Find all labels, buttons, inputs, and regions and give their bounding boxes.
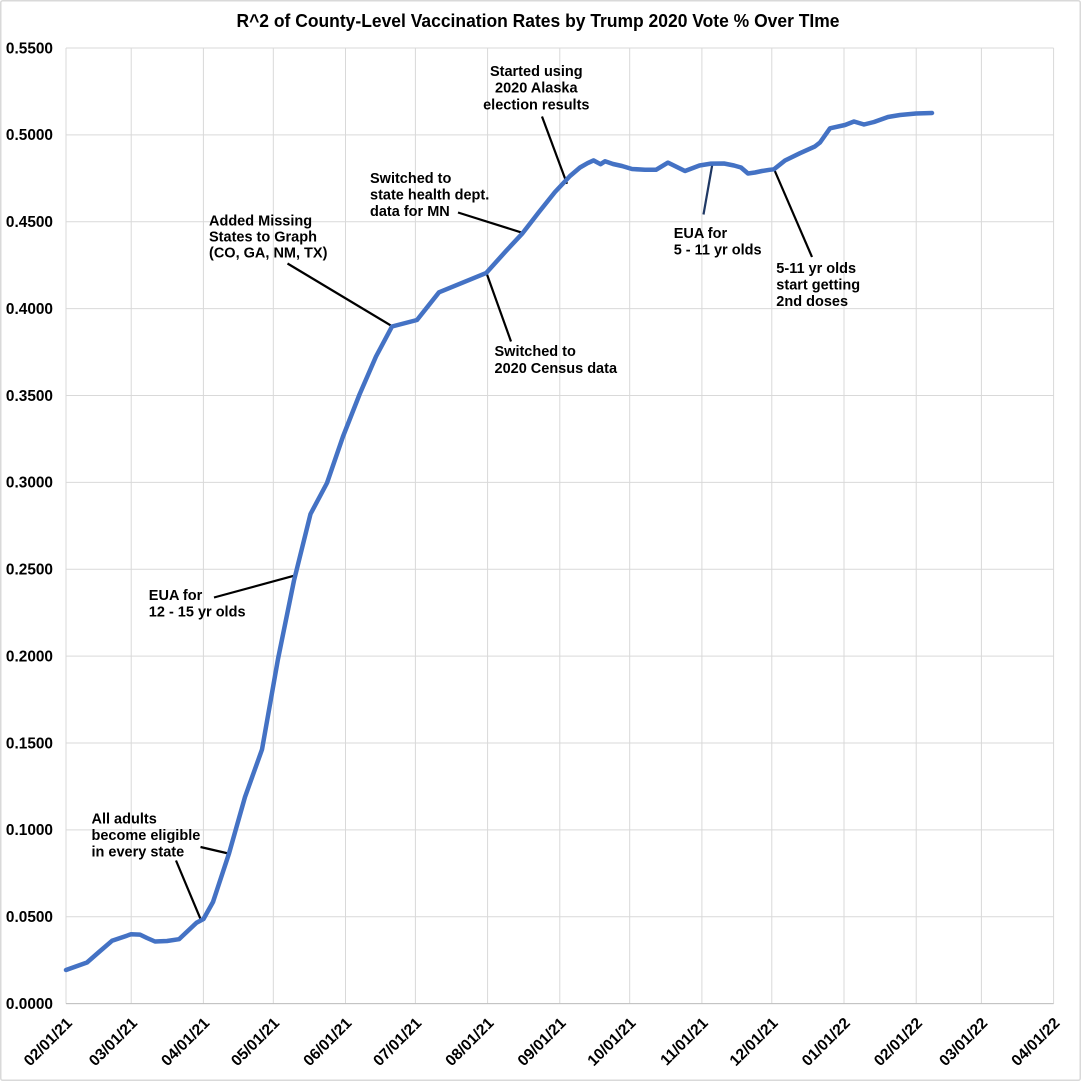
- svg-text:5 - 11 yr olds: 5 - 11 yr olds: [674, 243, 762, 259]
- svg-text:0.1500: 0.1500: [6, 735, 53, 752]
- svg-text:become eligible: become eligible: [92, 828, 201, 844]
- svg-text:state health dept.: state health dept.: [370, 188, 489, 204]
- svg-text:(CO, GA, NM, TX): (CO, GA, NM, TX): [209, 246, 328, 262]
- svg-text:2nd doses: 2nd doses: [776, 294, 848, 310]
- svg-text:data for MN: data for MN: [370, 204, 450, 220]
- svg-text:2020 Alaska: 2020 Alaska: [495, 81, 578, 97]
- svg-text:EUA for: EUA for: [149, 588, 203, 604]
- svg-text:12 - 15 yr olds: 12 - 15 yr olds: [149, 605, 246, 621]
- svg-text:5-11 yr olds: 5-11 yr olds: [776, 261, 856, 277]
- svg-text:0.3000: 0.3000: [6, 475, 53, 492]
- svg-text:Switched to: Switched to: [495, 344, 577, 360]
- svg-text:Switched to: Switched to: [370, 171, 452, 187]
- svg-text:0.3500: 0.3500: [6, 388, 53, 405]
- svg-text:Started using: Started using: [490, 64, 583, 80]
- svg-text:2020 Census data: 2020 Census data: [495, 361, 618, 377]
- svg-text:Added Missing: Added Missing: [209, 214, 312, 230]
- svg-text:start getting: start getting: [776, 277, 860, 293]
- svg-text:0.4000: 0.4000: [6, 301, 53, 318]
- svg-text:in every state: in every state: [92, 845, 185, 861]
- svg-text:States to Graph: States to Graph: [209, 230, 317, 246]
- svg-text:EUA for: EUA for: [674, 226, 728, 242]
- svg-text:election results: election results: [483, 97, 589, 113]
- svg-text:0.1000: 0.1000: [6, 822, 53, 839]
- svg-text:0.2500: 0.2500: [6, 562, 53, 579]
- svg-text:0.0500: 0.0500: [6, 909, 53, 926]
- svg-text:All adults: All adults: [92, 812, 157, 828]
- svg-text:0.4500: 0.4500: [6, 214, 53, 231]
- svg-text:0.5500: 0.5500: [6, 40, 53, 57]
- svg-text:0.5000: 0.5000: [6, 127, 53, 144]
- svg-text:0.0000: 0.0000: [6, 996, 53, 1013]
- svg-text:0.2000: 0.2000: [6, 648, 53, 665]
- svg-text:R^2 of County-Level Vaccinatio: R^2 of County-Level Vaccination Rates by…: [236, 10, 839, 31]
